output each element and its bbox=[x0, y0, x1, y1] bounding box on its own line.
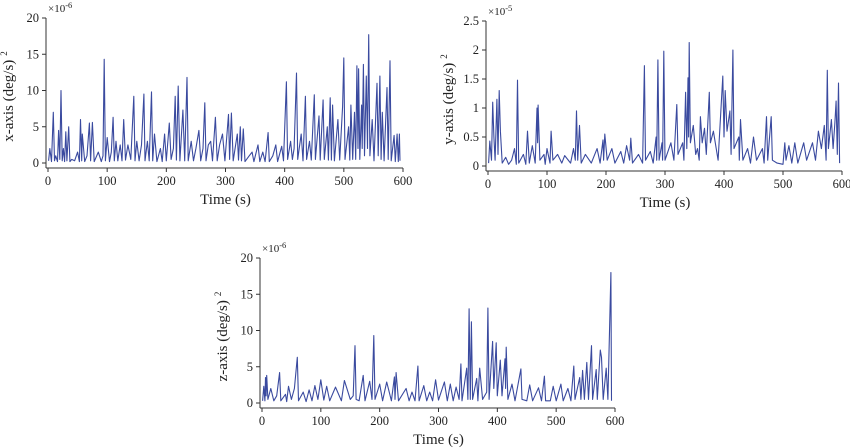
x-tick-label: 600 bbox=[394, 174, 413, 188]
y-axis-title-text: z-axis (deg/s) bbox=[215, 300, 231, 381]
axis-multiplier: ×10-6 bbox=[48, 0, 72, 15]
multiplier-base: ×10 bbox=[262, 243, 280, 255]
y-tick-label: 20 bbox=[27, 11, 40, 25]
y-tick-label: 1.5 bbox=[463, 72, 479, 86]
x-tick-label: 300 bbox=[429, 414, 448, 428]
y-tick-label: 15 bbox=[27, 47, 40, 61]
y-axis-title-text: y-axis (deg/s) bbox=[441, 63, 457, 145]
y-axis-title-superscript: 2 bbox=[0, 51, 9, 56]
x-tick-label: 600 bbox=[833, 177, 850, 191]
x-tick-label: 400 bbox=[488, 414, 507, 428]
x-axis-plot: 0 100 200 300 400 500 600 0 5 10 15 20 ×10-6 Time (s)… bbox=[0, 0, 412, 208]
y-axis-title-text: x-axis (deg/s) bbox=[1, 60, 17, 142]
y-axis-title-superscript: 2 bbox=[213, 292, 223, 297]
x-tick-label: 500 bbox=[774, 177, 793, 191]
x-tick-label: 300 bbox=[656, 177, 675, 191]
multiplier-base: ×10 bbox=[488, 6, 506, 18]
x-tick-label: 200 bbox=[157, 174, 176, 188]
x-axis-title: Time (s) bbox=[640, 195, 691, 211]
x-tick-label: 100 bbox=[98, 174, 117, 188]
x-tick-label: 100 bbox=[538, 177, 557, 191]
y-tick-label: 20 bbox=[241, 251, 254, 265]
x-tick-label: 0 bbox=[259, 414, 265, 428]
x-tick-label: 400 bbox=[275, 174, 294, 188]
y-axis-title: y-axis (deg/s) 2 bbox=[439, 54, 457, 145]
y-tick-label: 0 bbox=[473, 159, 479, 173]
y-tick-label: 10 bbox=[241, 324, 254, 338]
y-tick-label: 15 bbox=[241, 287, 254, 301]
series-line bbox=[262, 271, 613, 403]
x-tick-label: 100 bbox=[311, 414, 330, 428]
y-tick-label: 0 bbox=[247, 396, 253, 410]
multiplier-exponent: -6 bbox=[65, 0, 72, 10]
x-tick-label: 500 bbox=[547, 414, 566, 428]
x-tick-label: 500 bbox=[334, 174, 353, 188]
multiplier-base: ×10 bbox=[48, 3, 66, 15]
y-tick-label: 0 bbox=[33, 156, 39, 170]
series-line bbox=[488, 41, 841, 165]
y-axis-title-superscript: 2 bbox=[439, 54, 449, 59]
y-tick-label: 0.5 bbox=[463, 130, 479, 144]
y-axis-title: x-axis (deg/s) 2 bbox=[0, 51, 17, 142]
x-tick-label: 600 bbox=[606, 414, 625, 428]
x-axis-title: Time (s) bbox=[413, 432, 464, 448]
axis-multiplier: ×10-5 bbox=[488, 3, 512, 18]
y-tick-label: 5 bbox=[33, 120, 39, 134]
y-tick-label: 2.5 bbox=[463, 14, 479, 28]
x-tick-label: 200 bbox=[597, 177, 616, 191]
axis-multiplier: ×10-6 bbox=[262, 240, 286, 255]
y-tick-label: 10 bbox=[27, 84, 40, 98]
y-tick-label: 1 bbox=[473, 101, 479, 115]
x-tick-label: 0 bbox=[485, 177, 491, 191]
y-tick-label: 2 bbox=[473, 43, 479, 57]
x-tick-label: 400 bbox=[715, 177, 734, 191]
multiplier-exponent: -6 bbox=[279, 240, 286, 250]
y-axis-plot: 0 100 200 300 400 500 600 0 0.5 1 1.5 2 2.5 ×10-5 Time… bbox=[439, 3, 850, 211]
multiplier-exponent: -5 bbox=[505, 3, 512, 13]
x-tick-label: 0 bbox=[45, 174, 51, 188]
x-tick-label: 300 bbox=[216, 174, 235, 188]
series-line bbox=[48, 34, 401, 163]
y-axis-title: z-axis (deg/s) 2 bbox=[213, 292, 231, 382]
y-tick-label: 5 bbox=[247, 360, 253, 374]
z-axis-plot: 0 100 200 300 400 500 600 0 5 10 15 20 ×10-6 Time (s)… bbox=[213, 240, 624, 448]
x-axis-title: Time (s) bbox=[200, 192, 251, 208]
x-tick-label: 200 bbox=[370, 414, 389, 428]
